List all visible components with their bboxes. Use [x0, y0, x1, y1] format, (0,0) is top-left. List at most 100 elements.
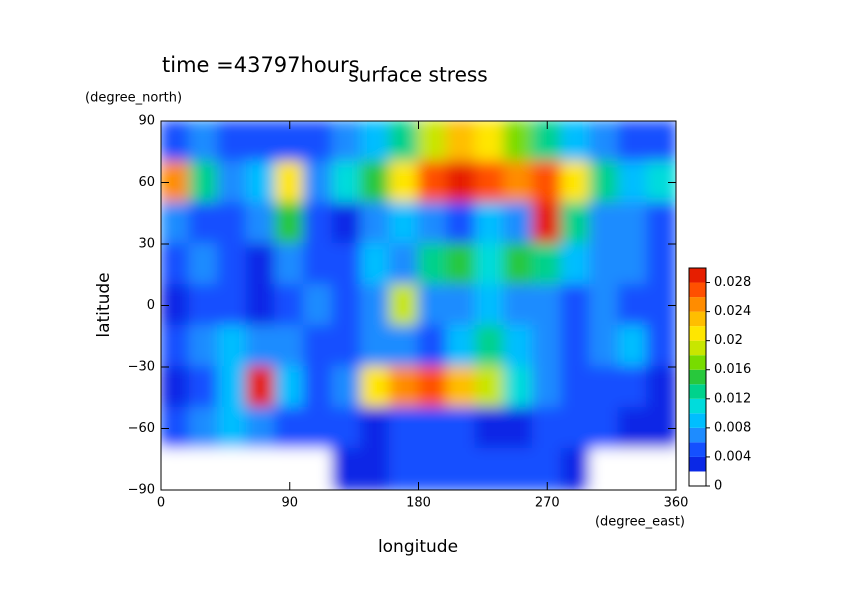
subtitle: time =43797hours [162, 53, 360, 77]
contour-cell [331, 243, 363, 286]
colorbar-tick-label: 0.012 [714, 391, 751, 406]
x-unit: (degree_east) [595, 515, 685, 530]
contour-cell [331, 161, 363, 204]
contour-cell [417, 202, 449, 245]
contour-cell [360, 407, 391, 450]
contour-cell [589, 243, 620, 286]
contour-cell [417, 325, 449, 368]
contour-cell [188, 448, 220, 490]
contour-cell [417, 243, 449, 286]
contour-cell [388, 284, 420, 327]
contour-cell [245, 407, 277, 450]
contour-cell [388, 448, 420, 490]
contour-cell [589, 325, 620, 368]
contour-cell [360, 121, 391, 163]
contour-cell [388, 161, 420, 204]
contour-cell [245, 161, 277, 204]
contour-cell [474, 366, 506, 409]
colorbar-band [689, 326, 706, 341]
contour-cell [245, 325, 277, 368]
contour-cell [589, 121, 620, 163]
contour-cell [274, 325, 306, 368]
y-axis-label: latitude [94, 272, 114, 337]
colorbar-band [689, 297, 706, 312]
y-tick-label: 0 [147, 298, 155, 313]
contour-cell [589, 407, 620, 450]
contour-cell [617, 202, 649, 245]
contour-cell [217, 284, 248, 327]
contour-cell [417, 284, 449, 327]
cells [161, 121, 676, 490]
contour-cell [188, 121, 220, 163]
contour-cell [531, 366, 563, 409]
contour-cell [446, 284, 477, 327]
contour-cell [217, 243, 248, 286]
contour-cell [560, 243, 592, 286]
contour-cell [560, 202, 592, 245]
contour-cell [217, 366, 248, 409]
contour-cell [331, 121, 363, 163]
contour-cell [417, 407, 449, 450]
contour-cell [188, 284, 220, 327]
colorbar-band [689, 369, 706, 385]
colorbar-band [689, 268, 706, 283]
contour-cell [161, 202, 191, 245]
contour-cell [188, 407, 220, 450]
contour-cell [217, 448, 248, 490]
contour-cell [303, 121, 334, 163]
contour-cell [161, 121, 191, 163]
contour-cell [161, 366, 191, 409]
contour-cell [617, 243, 649, 286]
field [161, 121, 676, 490]
contour-cell [417, 161, 449, 204]
colorbar-frame [688, 267, 707, 487]
contour-cell [446, 325, 477, 368]
y-tick-label: 30 [138, 237, 155, 252]
chart-title: surface stress [348, 63, 487, 87]
contour-cell [617, 161, 649, 204]
colorbar-band [689, 398, 706, 414]
contour-cell [245, 121, 277, 163]
contour-cell [503, 407, 534, 450]
contour-cell [503, 202, 534, 245]
contour-cell [274, 284, 306, 327]
contour-cell [617, 284, 649, 327]
contour-cell [646, 366, 676, 409]
contour-cell [274, 243, 306, 286]
contour-cell [360, 243, 391, 286]
contour-cell [531, 243, 563, 286]
colorbar-tick-label: 0.024 [714, 304, 751, 319]
contour-cell [274, 366, 306, 409]
contour-cell [331, 366, 363, 409]
contour-cell [560, 366, 592, 409]
contour-cell [560, 121, 592, 163]
contour-cell [503, 161, 534, 204]
contour-cell [474, 325, 506, 368]
contour-cell [417, 366, 449, 409]
contour-cell [503, 448, 534, 490]
contour-cell [474, 202, 506, 245]
contour-cell [560, 284, 592, 327]
contour-cell [589, 161, 620, 204]
contour-cell [646, 448, 676, 490]
contour-cell [360, 325, 391, 368]
contour-cell [217, 407, 248, 450]
contour-cell [589, 202, 620, 245]
colorbar-band [689, 355, 706, 370]
colorbar-band [689, 442, 706, 457]
contour-cell [303, 407, 334, 450]
contour-cell [646, 202, 676, 245]
contour-cell [188, 161, 220, 204]
contour-cell [560, 448, 592, 490]
contour-cell [360, 448, 391, 490]
colorbar-band [689, 340, 706, 356]
contour-cell [217, 121, 248, 163]
colorbar-band [689, 282, 706, 298]
contour-cell [388, 407, 420, 450]
contour-cell [245, 366, 277, 409]
colorbar-band [689, 311, 706, 327]
colorbar-band [689, 456, 706, 472]
colorbar-tick-label: 0.02 [714, 333, 743, 348]
contour-cell [560, 407, 592, 450]
colorbar-tick-label: 0.028 [714, 275, 751, 290]
